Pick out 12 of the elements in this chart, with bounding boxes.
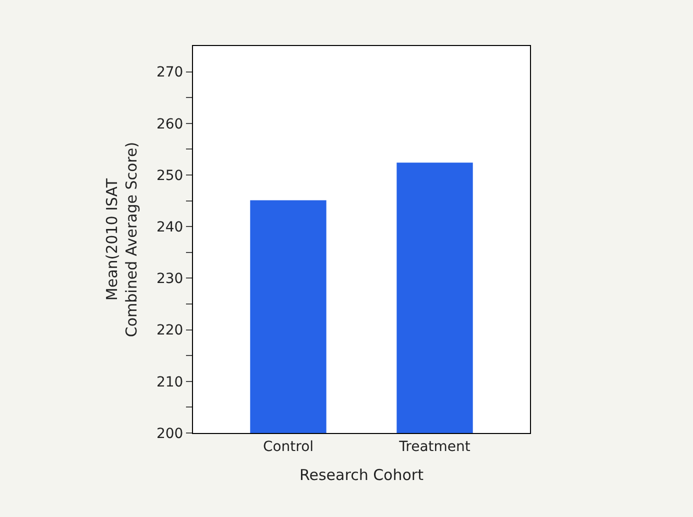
y-tick-label: 230: [156, 271, 184, 288]
y-tick-label: 240: [156, 220, 184, 236]
y-tick-label: 260: [156, 116, 184, 132]
y-tick-label: 270: [156, 64, 184, 81]
y-axis-title: Mean(2010 ISAT Combined Average Score): [103, 142, 141, 338]
y-tick-label: 220: [156, 322, 184, 339]
y-tick-label: 210: [156, 374, 184, 390]
y-tick-label: 250: [156, 168, 184, 184]
x-axis-title: Research Cohort: [300, 466, 424, 484]
x-tick-label: Control: [262, 438, 314, 455]
y-tick-label: 200: [156, 426, 184, 442]
x-tick-label: Treatment: [398, 438, 471, 455]
